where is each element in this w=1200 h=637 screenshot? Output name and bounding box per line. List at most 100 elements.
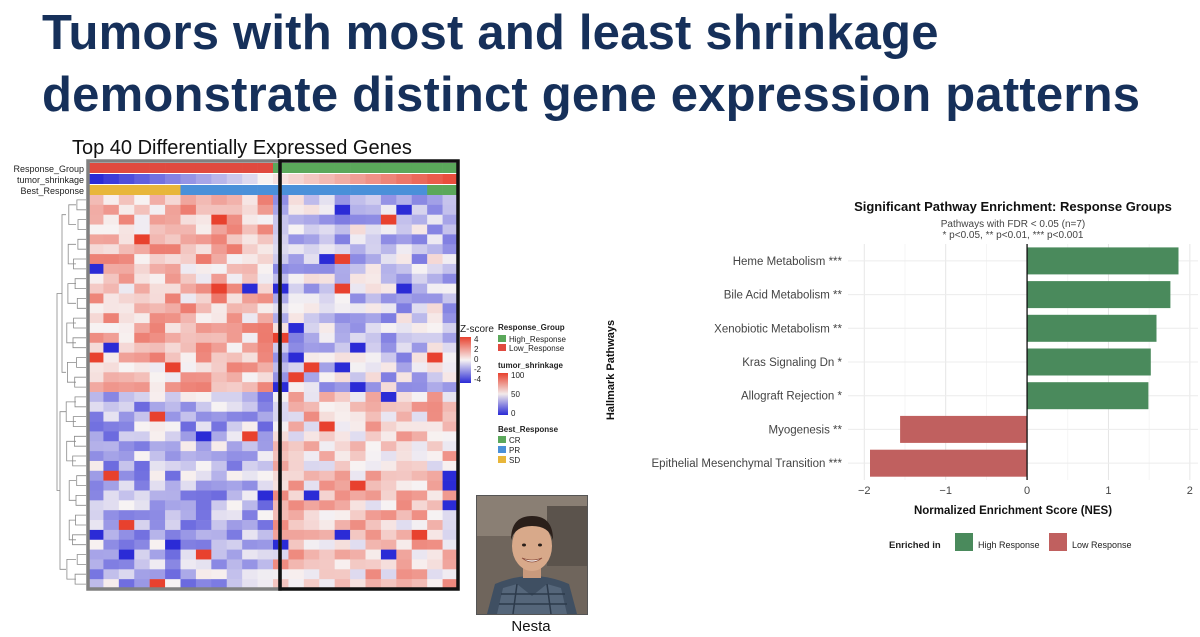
heatmap-cell bbox=[242, 470, 258, 481]
heatmap-cell bbox=[134, 569, 150, 580]
heatmap-cell bbox=[411, 529, 428, 541]
heatmap-cell bbox=[319, 451, 335, 462]
heatmap-cell bbox=[180, 204, 197, 215]
heatmap-cell bbox=[226, 204, 243, 215]
heatmap-cell bbox=[149, 323, 166, 334]
annotation-cell-best-response bbox=[411, 185, 428, 195]
heatmap-cell bbox=[350, 234, 366, 245]
heatmap-cell bbox=[257, 549, 274, 560]
heatmap-cell bbox=[303, 204, 320, 215]
heatmap-cell bbox=[411, 313, 428, 324]
heatmap-cell bbox=[288, 323, 305, 334]
heatmap-cell bbox=[88, 362, 104, 373]
heatmap-cell bbox=[180, 283, 197, 294]
heatmap-cell bbox=[427, 204, 443, 215]
heatmap-cell bbox=[365, 283, 382, 294]
x-tick-labels: −2 −1 0 1 2 bbox=[858, 485, 1193, 497]
heatmap-cell bbox=[257, 362, 274, 373]
heatmap-cell bbox=[380, 382, 397, 393]
heatmap-cell bbox=[303, 421, 320, 432]
heatmap-cell bbox=[195, 441, 212, 452]
chart-subtitle-line-1: Pathways with FDR < 0.05 (n=7) bbox=[941, 219, 1086, 230]
heatmap-cell bbox=[242, 273, 258, 284]
heatmap-cell bbox=[211, 332, 228, 344]
heatmap-cell bbox=[242, 451, 258, 462]
annotation-cell-best-response bbox=[334, 185, 351, 195]
heatmap-cell bbox=[365, 431, 382, 442]
annotation-cell-tumor-shrinkage bbox=[396, 174, 413, 184]
heatmap-cell bbox=[365, 352, 382, 363]
heatmap-cell bbox=[195, 332, 212, 344]
heatmap-cell bbox=[365, 244, 382, 255]
heatmap-cell bbox=[195, 539, 212, 550]
heatmap-cell bbox=[134, 332, 150, 344]
heatmap-cell bbox=[288, 234, 305, 245]
heatmap-cell bbox=[319, 539, 335, 550]
heatmap-cell bbox=[442, 529, 459, 541]
heatmap-legend: Z-score 4 2 0 -2 -4 Response_Group High_… bbox=[460, 323, 566, 465]
heatmap-cell bbox=[118, 234, 135, 245]
heatmap-cell bbox=[411, 204, 428, 215]
heatmap-cell bbox=[319, 441, 335, 452]
heatmap-cell bbox=[411, 263, 428, 275]
heatmap-cell bbox=[88, 244, 104, 255]
heatmap-cell bbox=[288, 451, 305, 462]
heatmap-cell bbox=[350, 263, 366, 275]
heatmap-cell bbox=[211, 441, 228, 452]
heatmap-cell bbox=[350, 323, 366, 334]
annotation-cell-tumor-shrinkage bbox=[442, 174, 459, 184]
heatmap-cell bbox=[380, 244, 397, 255]
heatmap-cell bbox=[442, 195, 459, 206]
heatmap-cell bbox=[334, 529, 351, 541]
heatmap-cell bbox=[211, 559, 228, 570]
heatmap-cell bbox=[195, 313, 212, 324]
heatmap-cell bbox=[365, 293, 382, 304]
heatmap-cell bbox=[134, 431, 150, 442]
heatmap-cell bbox=[427, 234, 443, 245]
heatmap-cell bbox=[149, 559, 166, 570]
heatmap-cell bbox=[180, 431, 197, 442]
heatmap-cell bbox=[226, 579, 243, 590]
heatmap-cell bbox=[334, 549, 351, 560]
category-label: Allograft Rejection * bbox=[741, 391, 843, 403]
heatmap-cell bbox=[334, 500, 351, 511]
heatmap-cell bbox=[411, 254, 428, 265]
heatmap-cell bbox=[396, 382, 413, 393]
heatmap-cell bbox=[427, 520, 443, 531]
heatmap-cell bbox=[226, 510, 243, 521]
heatmap-cell bbox=[88, 204, 104, 215]
heatmap-cell bbox=[396, 283, 413, 294]
heatmap-cell bbox=[103, 431, 120, 442]
heatmap-cell bbox=[180, 579, 197, 590]
heatmap-cell bbox=[380, 342, 397, 353]
heatmap-cell bbox=[103, 313, 120, 324]
heatmap-cell bbox=[180, 254, 197, 265]
heatmap-cell bbox=[242, 204, 258, 215]
bar bbox=[1027, 314, 1157, 342]
heatmap-cell bbox=[88, 392, 104, 403]
heatmap-cell bbox=[165, 529, 181, 541]
heatmap-cell bbox=[319, 549, 335, 560]
heatmap-cell bbox=[396, 510, 413, 521]
heatmap-cell bbox=[211, 529, 228, 541]
heatmap-cell bbox=[134, 244, 150, 255]
heatmap-cell bbox=[149, 510, 166, 521]
heatmap-cell bbox=[380, 470, 397, 481]
heatmap-cell bbox=[334, 401, 351, 412]
heatmap-cell bbox=[427, 342, 443, 353]
heatmap-cell bbox=[226, 254, 243, 265]
heatmap-cell bbox=[442, 490, 459, 501]
zscore-tick: 4 bbox=[474, 335, 479, 344]
heatmap-cell bbox=[442, 254, 459, 265]
heatmap-cell bbox=[411, 500, 428, 511]
heatmap-cell bbox=[165, 559, 181, 570]
heatmap-cell bbox=[303, 293, 320, 304]
heatmap-cell bbox=[195, 569, 212, 580]
heatmap-cell bbox=[442, 559, 459, 570]
heatmap-cell bbox=[211, 451, 228, 462]
heatmap-cell bbox=[195, 342, 212, 353]
heatmap-cell bbox=[103, 234, 120, 245]
heatmap-cell bbox=[303, 460, 320, 472]
heatmap-cell bbox=[134, 559, 150, 570]
heatmap-cell bbox=[195, 500, 212, 511]
